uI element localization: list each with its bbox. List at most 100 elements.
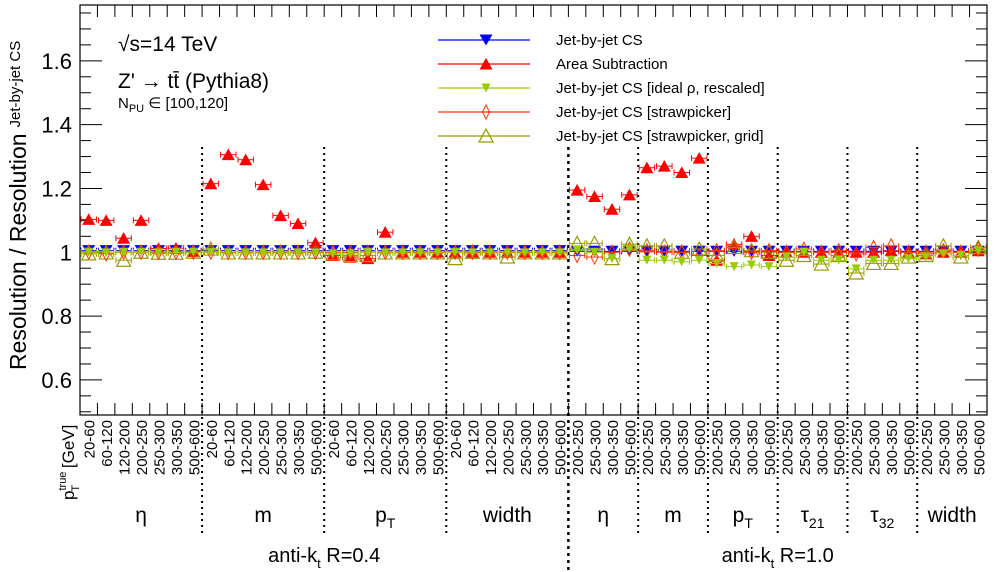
error-bar (882, 242, 900, 249)
process-label: Z' → tt̄ (Pythia8) (118, 70, 269, 93)
y-tick-label: 0.6 (41, 368, 72, 393)
legend-label: Jet-by-jet CS [ideal ρ, rescaled] (556, 80, 765, 97)
supergroup-label-sub: t (771, 556, 775, 571)
x-tick-label: 200-250 (378, 420, 395, 475)
x-tick-label: 500-600 (902, 420, 919, 475)
group-label-main: p (375, 504, 387, 527)
x-axis-title: ptrueT [GeV] (57, 425, 82, 500)
plot-frame (79, 4, 988, 416)
legend-marker (481, 103, 491, 121)
y-tick-labels: 0.6 0.8 1 1.2 1.4 1.6 (41, 49, 72, 393)
data-point (450, 247, 460, 257)
data-point (867, 246, 881, 258)
data-point (730, 237, 739, 255)
x-tick-label: 60-120 (221, 420, 238, 467)
pileup-sub: PU (129, 103, 144, 115)
data-point (241, 248, 251, 258)
data-point (692, 151, 706, 164)
supergroup-label: anti-kt R=1.0 (722, 545, 834, 571)
data-point (171, 247, 181, 257)
data-point (447, 250, 464, 266)
data-point (117, 232, 131, 244)
group-label: pT (733, 504, 754, 531)
x-tick-label: 300-350 (814, 420, 831, 475)
x-tick-label: 300-350 (954, 420, 971, 475)
data-point (834, 255, 844, 265)
data-point (276, 248, 286, 258)
y-tick-label: 1 (60, 240, 72, 265)
x-tick-label: 500-600 (971, 420, 988, 475)
legend-marker (477, 127, 495, 143)
group-label: η (135, 504, 147, 527)
data-point (588, 190, 602, 202)
data-point (328, 249, 338, 259)
group-label: τ32 (870, 504, 894, 531)
data-point (624, 244, 634, 254)
x-tick-label: 250-300 (151, 420, 168, 475)
data-point (590, 247, 600, 257)
group-label: pT (375, 504, 396, 531)
data-point (607, 254, 617, 264)
data-point (590, 248, 599, 266)
x-tick-label: 20-60 (326, 420, 343, 458)
data-point (115, 251, 132, 267)
pileup-prefix: N (118, 95, 129, 112)
energy-label: √s=14 TeV (118, 33, 217, 56)
data-point (710, 245, 724, 257)
error-bar (760, 247, 778, 254)
y-axis-title-sub: Jet-by-jet CS (7, 41, 24, 128)
x-tick-label: 500-600 (308, 420, 325, 475)
x-tick-label: 500-600 (762, 420, 779, 475)
x-tick-label: 300-350 (884, 420, 901, 475)
data-point (883, 255, 900, 271)
data-point (638, 237, 655, 253)
error-bar (900, 249, 917, 256)
legend-label: Jet-by-jet CS [strawpicker] (556, 104, 731, 121)
group-label: m (254, 504, 272, 527)
x-tick-label: 20-60 (204, 420, 221, 458)
x-tick-label: 120-200 (239, 420, 256, 475)
x-tick-label: 120-200 (483, 420, 500, 475)
data-point (921, 252, 931, 262)
x-tick-label: 200-250 (849, 420, 866, 475)
supergroup-label-main: anti-k (722, 545, 772, 567)
data-point (134, 214, 148, 226)
error-bar (813, 249, 830, 256)
data-point (747, 260, 757, 270)
error-bar (638, 247, 656, 254)
x-tick-label: 250-300 (274, 420, 291, 475)
x-tick-label: 200-250 (256, 420, 273, 475)
data-point (572, 245, 582, 255)
data-point (308, 236, 322, 249)
supergroup-label-suffix: R=0.4 (321, 545, 380, 567)
data-point (153, 248, 163, 258)
error-bar (743, 249, 760, 256)
y-tick-label: 1.4 (41, 113, 72, 138)
group-label-sub: T (387, 515, 396, 531)
supergroup-label-suffix: R=1.0 (774, 545, 833, 567)
group-label-main: p (733, 504, 745, 527)
data-point (82, 213, 96, 225)
data-point (239, 153, 253, 166)
data-point (119, 247, 129, 257)
supergroup-label-sub: t (317, 556, 321, 571)
x-tick-label: 250-300 (936, 420, 953, 475)
data-point (973, 246, 983, 256)
data-point (398, 248, 408, 258)
x-tick-label: 250-300 (727, 420, 744, 475)
error-bar (673, 249, 690, 256)
group-label: τ21 (801, 504, 825, 531)
x-tick-label: 250-300 (396, 420, 413, 475)
x-tick-label: 300-350 (675, 420, 692, 475)
group-label: width (482, 504, 532, 527)
x-tick-label: 300-350 (169, 420, 186, 475)
legend-label: Jet-by-jet CS [strawpicker, grid] (556, 128, 764, 145)
data-point (221, 148, 235, 161)
group-label-main: m (664, 504, 682, 527)
data-point (537, 248, 547, 258)
data-point (499, 248, 516, 264)
x-tick-label: 200-250 (134, 420, 151, 475)
data-point (887, 237, 896, 255)
legend-entry: Area Subtraction (438, 56, 668, 73)
error-bar (603, 249, 621, 256)
